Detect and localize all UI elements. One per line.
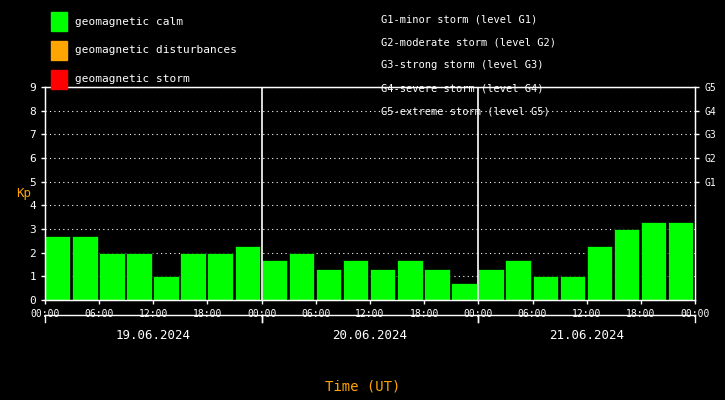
Bar — [99, 253, 125, 300]
Bar — [424, 269, 450, 300]
Bar — [181, 253, 206, 300]
Bar — [451, 284, 477, 300]
Bar — [316, 269, 341, 300]
Bar — [587, 246, 612, 300]
Text: 21.06.2024: 21.06.2024 — [549, 329, 624, 342]
Bar — [45, 236, 70, 300]
Y-axis label: Kp: Kp — [16, 187, 31, 200]
Text: G5-extreme storm (level G5): G5-extreme storm (level G5) — [381, 107, 550, 117]
Bar — [668, 222, 693, 300]
Bar — [153, 276, 179, 300]
Bar — [343, 260, 368, 300]
Bar — [397, 260, 423, 300]
Bar — [532, 276, 558, 300]
Text: G4-severe storm (level G4): G4-severe storm (level G4) — [381, 84, 543, 94]
Bar — [560, 276, 585, 300]
Text: G1-minor storm (level G1): G1-minor storm (level G1) — [381, 14, 537, 24]
Text: geomagnetic calm: geomagnetic calm — [75, 17, 183, 26]
Bar — [235, 246, 260, 300]
Bar — [126, 253, 152, 300]
Text: Time (UT): Time (UT) — [325, 380, 400, 394]
Bar — [370, 269, 395, 300]
Bar — [505, 260, 531, 300]
Bar — [207, 253, 233, 300]
Text: geomagnetic storm: geomagnetic storm — [75, 74, 190, 84]
Bar — [478, 269, 504, 300]
Text: geomagnetic disturbances: geomagnetic disturbances — [75, 45, 237, 55]
Text: 19.06.2024: 19.06.2024 — [116, 329, 191, 342]
Bar — [614, 229, 639, 300]
Bar — [289, 253, 314, 300]
Bar — [641, 222, 666, 300]
Text: 20.06.2024: 20.06.2024 — [333, 329, 407, 342]
Text: G3-strong storm (level G3): G3-strong storm (level G3) — [381, 60, 543, 70]
Bar — [262, 260, 287, 300]
Bar — [72, 236, 98, 300]
Text: G2-moderate storm (level G2): G2-moderate storm (level G2) — [381, 37, 555, 47]
